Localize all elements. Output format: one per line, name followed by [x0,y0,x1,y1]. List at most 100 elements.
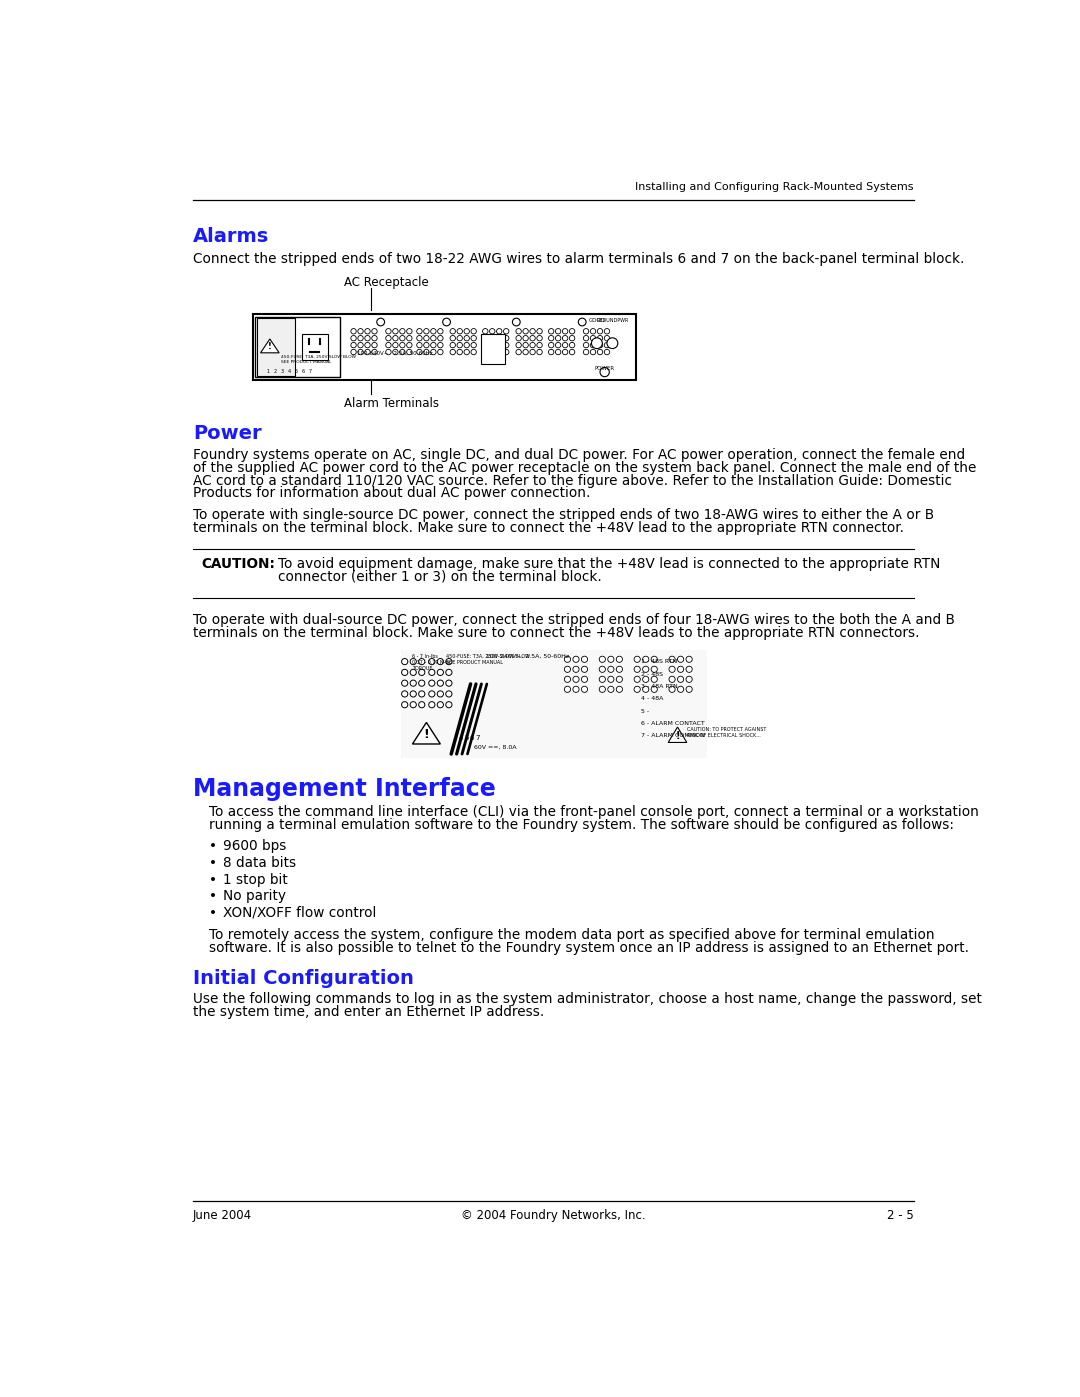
Text: 7: 7 [309,369,312,374]
Circle shape [393,342,399,348]
Circle shape [565,676,570,682]
Text: •: • [208,905,217,919]
Circle shape [549,342,554,348]
Circle shape [523,342,528,348]
Circle shape [386,349,391,355]
Text: Initial Configuration: Initial Configuration [193,970,414,988]
Circle shape [600,367,609,377]
Circle shape [357,335,363,341]
Circle shape [497,328,502,334]
Polygon shape [260,339,279,353]
Circle shape [365,328,370,334]
Circle shape [555,342,561,348]
Text: Foundry systems operate on AC, single DC, and dual DC power. For AC power operat: Foundry systems operate on AC, single DC… [193,448,966,462]
Circle shape [591,342,596,348]
Circle shape [419,669,424,676]
Circle shape [429,658,435,665]
Text: June 2004: June 2004 [193,1210,253,1222]
Circle shape [419,701,424,708]
Circle shape [597,349,603,355]
Text: 2 - 5: 2 - 5 [887,1210,914,1222]
Text: connector (either 1 or 3) on the terminal block.: connector (either 1 or 3) on the termina… [279,570,603,584]
Circle shape [483,349,488,355]
Circle shape [599,666,606,672]
Circle shape [563,342,568,348]
Text: Use the following commands to log in as the system administrator, choose a host : Use the following commands to log in as … [193,992,982,1006]
Text: 450-FUSE: T3A, 250V SLOW BLOW
SEE PRODUCT MANUAL: 450-FUSE: T3A, 250V SLOW BLOW SEE PRODUC… [446,654,530,665]
Text: AC Receptacle: AC Receptacle [345,275,429,289]
Circle shape [563,349,568,355]
Circle shape [450,335,456,341]
Text: 450-FUSE: T3A, 250V SLOW BLOW: 450-FUSE: T3A, 250V SLOW BLOW [281,355,355,359]
Circle shape [530,342,536,348]
Circle shape [437,669,444,676]
Text: •: • [208,888,217,902]
Text: SEE PRODUCT MANUAL: SEE PRODUCT MANUAL [281,360,332,363]
Circle shape [512,319,521,326]
Circle shape [617,686,622,693]
Circle shape [489,328,495,334]
Circle shape [583,335,589,341]
Circle shape [423,328,429,334]
Text: To access the command line interface (CLI) via the front-panel console port, con: To access the command line interface (CL… [208,805,978,819]
Circle shape [437,342,443,348]
Circle shape [464,342,470,348]
Circle shape [419,680,424,686]
Circle shape [583,349,589,355]
Text: terminals on the terminal block. Make sure to connect the +48V leads to the appr: terminals on the terminal block. Make su… [193,626,920,640]
Text: !: ! [675,731,679,740]
Circle shape [581,686,588,693]
Text: 6: 6 [301,369,305,374]
Circle shape [431,349,436,355]
Circle shape [530,328,536,334]
Circle shape [617,666,622,672]
Circle shape [402,680,408,686]
Circle shape [516,335,522,341]
Bar [255,317,340,377]
Circle shape [372,328,377,334]
Circle shape [457,335,462,341]
Circle shape [643,666,649,672]
Circle shape [608,676,613,682]
Circle shape [572,686,579,693]
Circle shape [417,335,422,341]
Circle shape [503,342,509,348]
Circle shape [605,328,610,334]
Circle shape [489,349,495,355]
Text: XON/XOFF flow control: XON/XOFF flow control [222,905,376,919]
Text: !: ! [268,342,272,351]
Circle shape [402,669,408,676]
Circle shape [357,342,363,348]
Circle shape [365,342,370,348]
Circle shape [417,349,422,355]
Circle shape [549,349,554,355]
Circle shape [446,680,451,686]
Circle shape [393,328,399,334]
Text: software. It is also possible to telnet to the Foundry system once an IP address: software. It is also possible to telnet … [208,942,969,956]
Text: 2: 2 [273,369,276,374]
Circle shape [669,686,675,693]
Circle shape [437,335,443,341]
Circle shape [400,335,405,341]
Circle shape [429,692,435,697]
Circle shape [407,328,413,334]
Circle shape [423,349,429,355]
Circle shape [537,342,542,348]
Circle shape [437,658,444,665]
Circle shape [443,319,450,326]
Circle shape [365,335,370,341]
Bar [301,334,328,360]
Text: •: • [208,856,217,870]
Text: 5: 5 [295,369,298,374]
Circle shape [592,338,603,349]
Circle shape [419,692,424,697]
Polygon shape [669,726,687,742]
Circle shape [437,328,443,334]
Text: Alarm Terminals: Alarm Terminals [345,398,440,411]
Circle shape [497,349,502,355]
Circle shape [569,328,575,334]
Text: 4: 4 [459,735,463,740]
Text: AC cord to a standard 110/120 VAC source. Refer to the figure above. Refer to th: AC cord to a standard 110/120 VAC source… [193,474,953,488]
Circle shape [530,335,536,341]
Circle shape [471,349,476,355]
